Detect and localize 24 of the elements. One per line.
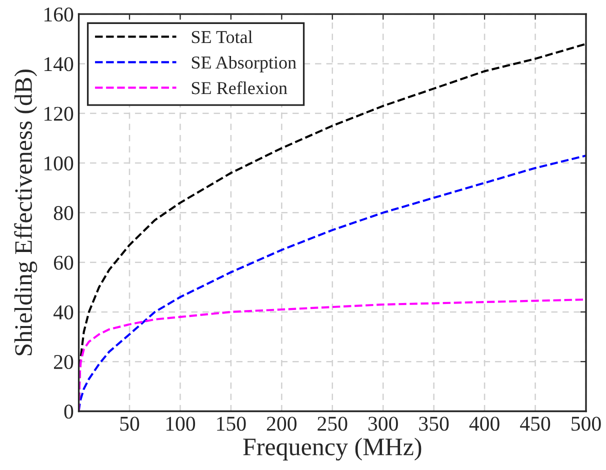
legend-label: SE Total: [192, 30, 252, 44]
y-tick-label: 120: [44, 106, 74, 121]
x-tick-label: 300: [368, 416, 398, 431]
y-axis-title: Shielding Effectiveness (dB): [14, 70, 38, 356]
x-tick-label: 450: [520, 416, 550, 431]
x-tick-label: 400: [469, 416, 500, 431]
x-axis-title: Frequency (MHz): [243, 438, 422, 461]
x-tick-label: 200: [266, 416, 296, 431]
y-tick-label: 60: [54, 256, 74, 270]
y-tick-label: 80: [54, 206, 74, 220]
y-tick-label: 160: [44, 7, 74, 22]
x-tick-label: 150: [217, 416, 246, 431]
x-tick-label: 350: [419, 416, 449, 431]
legend-label: SE Absorption: [192, 56, 296, 72]
x-tick-label: 250: [318, 416, 348, 431]
x-tick-label: 500: [572, 416, 601, 431]
y-tick-label: 100: [44, 156, 74, 170]
y-tick-label: 40: [53, 305, 74, 320]
legend-label: SE Reflexion: [192, 81, 288, 94]
y-tick-label: 0: [64, 404, 74, 419]
y-tick-label: 140: [44, 57, 74, 72]
x-tick-label: 100: [166, 416, 196, 431]
x-tick-label: 50: [120, 416, 140, 431]
y-tick-label: 20: [54, 354, 74, 370]
